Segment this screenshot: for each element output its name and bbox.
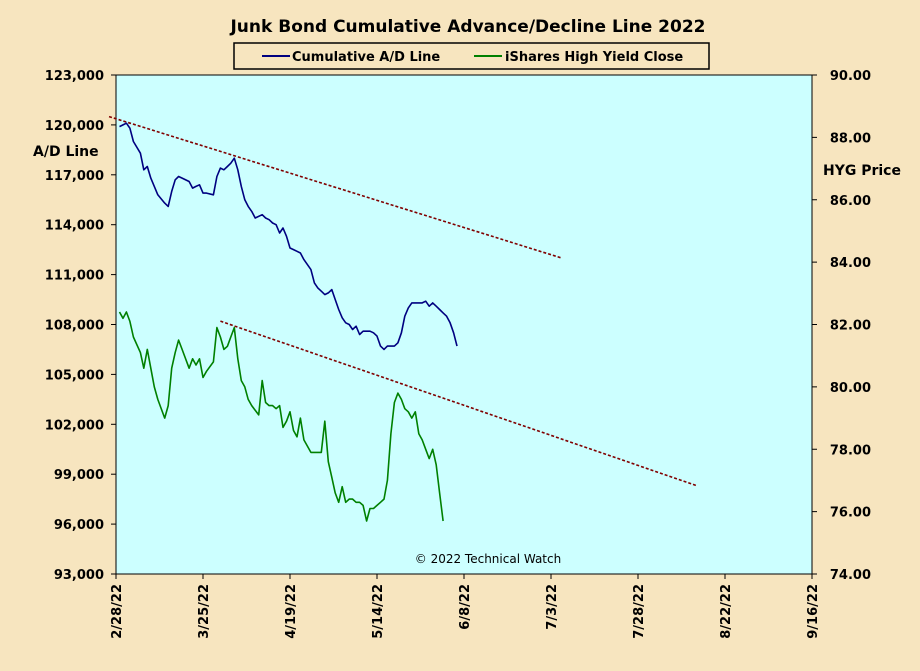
y-axis-left-label: A/D Line xyxy=(33,144,99,160)
y-right-tick-label: 76.00 xyxy=(830,506,871,521)
y-left-tick-label: 108,000 xyxy=(45,319,104,334)
y-left-tick-label: 96,000 xyxy=(54,518,104,533)
y-right-tick-label: 80.00 xyxy=(830,381,871,396)
legend-box xyxy=(233,42,710,70)
copyright-annotation: © 2022 Technical Watch xyxy=(415,552,561,566)
y-left-tick-label: 114,000 xyxy=(45,219,104,234)
axes-layer: 93,000 96,000 99,000 102,000 105,000 108,000 1… xyxy=(45,69,871,639)
x-tick-label: 5/14/22 xyxy=(371,584,386,639)
series-line-ad-line xyxy=(119,122,458,351)
trendline-layer xyxy=(108,115,698,487)
chart-title: Junk Bond Cumulative Advance/Decline Lin… xyxy=(229,17,705,37)
trendline-2 xyxy=(220,320,698,487)
y-left-tick-label: 99,000 xyxy=(54,468,104,483)
plot-area xyxy=(115,74,813,575)
y-left-tick-label: 93,000 xyxy=(54,568,104,583)
y-right-tick-label: 86.00 xyxy=(830,194,871,209)
y-right-tick-label: 82.00 xyxy=(830,319,871,334)
y-left-tick-label: 123,000 xyxy=(45,69,104,84)
x-tick-label: 9/16/22 xyxy=(806,584,821,639)
x-tick-label: 4/19/22 xyxy=(284,584,299,639)
y-left-tick-label: 111,000 xyxy=(45,269,104,284)
y-right-tick-label: 78.00 xyxy=(830,443,871,458)
y-left-tick-label: 120,000 xyxy=(45,119,104,134)
y-left-tick-label: 117,000 xyxy=(45,169,104,184)
y-right-tick-label: 88.00 xyxy=(830,131,871,146)
x-tick-label: 6/8/22 xyxy=(458,584,473,630)
x-tick-label: 7/28/22 xyxy=(632,584,647,639)
y-left-tick-label: 102,000 xyxy=(45,418,104,433)
legend-label-ad-line: Cumulative A/D Line xyxy=(292,50,440,65)
y-right-tick-label: 74.00 xyxy=(830,568,871,583)
y-right-tick-label: 90.00 xyxy=(830,69,871,84)
series-layer xyxy=(118,122,458,522)
x-tick-label: 7/3/22 xyxy=(545,584,560,630)
x-tick-label: 8/22/22 xyxy=(719,584,734,639)
y-left-tick-label: 105,000 xyxy=(45,368,104,383)
legend-label-hyg: iShares High Yield Close xyxy=(505,50,683,65)
y-right-tick-label: 84.00 xyxy=(830,256,871,271)
series-line-hyg xyxy=(118,311,444,522)
y-axis-right-label: HYG Price xyxy=(823,163,901,179)
x-tick-label: 3/25/22 xyxy=(197,584,212,639)
legend: Cumulative A/D Line iShares High Yield C… xyxy=(233,42,710,70)
x-tick-label: 2/28/22 xyxy=(110,584,125,639)
trendline-1 xyxy=(108,115,562,259)
